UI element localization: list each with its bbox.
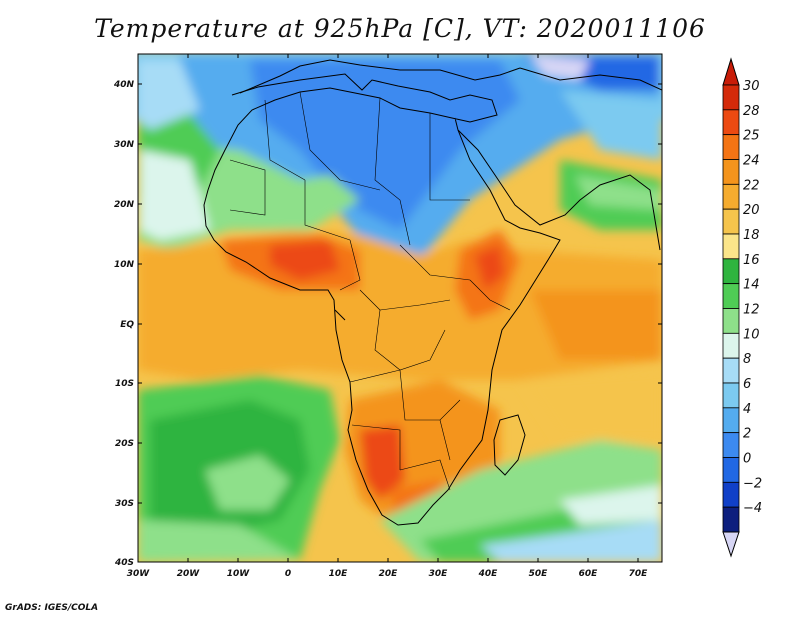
map-panel: 30W 20W 10W 0 10E 20E 30E 40E 50E 60E 70E 40N 30N 20… <box>113 53 663 579</box>
lon-tick-label: 0 <box>285 569 291 579</box>
map-frame <box>137 53 663 563</box>
colorbar-label: 0 <box>743 452 751 467</box>
colorbar-label: 20 <box>743 203 760 218</box>
colorbar-swatch <box>722 357 740 384</box>
colorbar-swatch <box>722 208 740 235</box>
lat-tick-label: 30N <box>114 140 135 150</box>
lon-tick-label: 60E <box>579 569 599 579</box>
latitude-axis: 40N 30N 20N 10N EQ 10S 20S 30S 40S <box>113 80 662 568</box>
colorbar-label: 8 <box>743 352 751 367</box>
lon-tick-label: 20E <box>379 569 399 579</box>
lat-tick-label: 10S <box>115 379 134 389</box>
lat-tick-label: 40N <box>113 80 135 90</box>
colorbar-swatch <box>722 258 740 285</box>
colorbar-swatch <box>722 84 740 111</box>
lon-tick-label: 40E <box>478 569 499 579</box>
colorbar-top-arrow <box>722 57 740 86</box>
lon-tick-label: 30W <box>127 569 151 579</box>
colorbar-swatch <box>722 183 740 210</box>
colorbar-swatch <box>722 233 740 260</box>
colorbar-label: 22 <box>743 178 760 193</box>
colorbar-label: 12 <box>743 303 760 318</box>
colorbar-swatch <box>722 481 740 508</box>
colorbar-label: −4 <box>743 501 762 516</box>
lon-tick-label: 70E <box>629 569 649 579</box>
longitude-axis: 30W 20W 10W 0 10E 20E 30E 40E 50E 60E 70E <box>127 54 648 579</box>
colorbar-swatch <box>722 457 740 483</box>
colorbar-swatch <box>722 308 740 334</box>
colorbar-label: 24 <box>743 154 760 169</box>
colorbar-label: 28 <box>743 104 760 119</box>
colorbar-label: 4 <box>743 402 751 417</box>
colorbar-label: 6 <box>743 377 751 392</box>
colorbar-swatch <box>722 407 740 434</box>
lat-tick-label: 10N <box>114 260 135 270</box>
coastlines <box>203 59 662 526</box>
colorbar-swatch <box>722 159 740 185</box>
lon-tick-label: 30E <box>429 569 449 579</box>
colorbar-swatch <box>722 134 740 160</box>
lat-tick-label: 20S <box>115 439 134 449</box>
colorbar-label: 30 <box>743 79 760 94</box>
colorbar-swatch <box>722 109 740 136</box>
colorbar-swatch <box>722 332 740 359</box>
colorbar-label: 10 <box>743 327 760 342</box>
colorbar-swatch <box>722 432 740 458</box>
colorbar-bottom-arrow <box>722 531 740 558</box>
colorbar-label: −2 <box>743 476 762 491</box>
colorbar-label: 25 <box>743 129 760 144</box>
lat-tick-label: EQ <box>120 320 134 330</box>
lat-tick-label: 30S <box>115 499 134 509</box>
lat-tick-label: 20N <box>114 200 135 210</box>
colorbar-swatch <box>722 382 740 409</box>
country-borders <box>229 91 511 491</box>
grads-credit: GrADS: IGES/COLA <box>5 603 99 613</box>
lat-tick-label: 40S <box>114 558 134 568</box>
colorbar-swatch <box>722 506 740 533</box>
temperature-fields <box>138 54 662 562</box>
colorbar-label: 14 <box>743 278 760 293</box>
lon-tick-label: 10E <box>329 569 349 579</box>
lon-tick-label: 50E <box>529 569 549 579</box>
lon-tick-label: 10W <box>227 569 251 579</box>
lon-tick-label: 20W <box>177 569 201 579</box>
colorbar-label: 2 <box>743 427 751 442</box>
colorbar-label: 16 <box>743 253 760 268</box>
colorbar-label: 18 <box>743 228 760 243</box>
plot-title: Temperature at 925hPa [C], VT: 202001110… <box>94 14 706 43</box>
colorbar-swatch <box>722 283 740 309</box>
